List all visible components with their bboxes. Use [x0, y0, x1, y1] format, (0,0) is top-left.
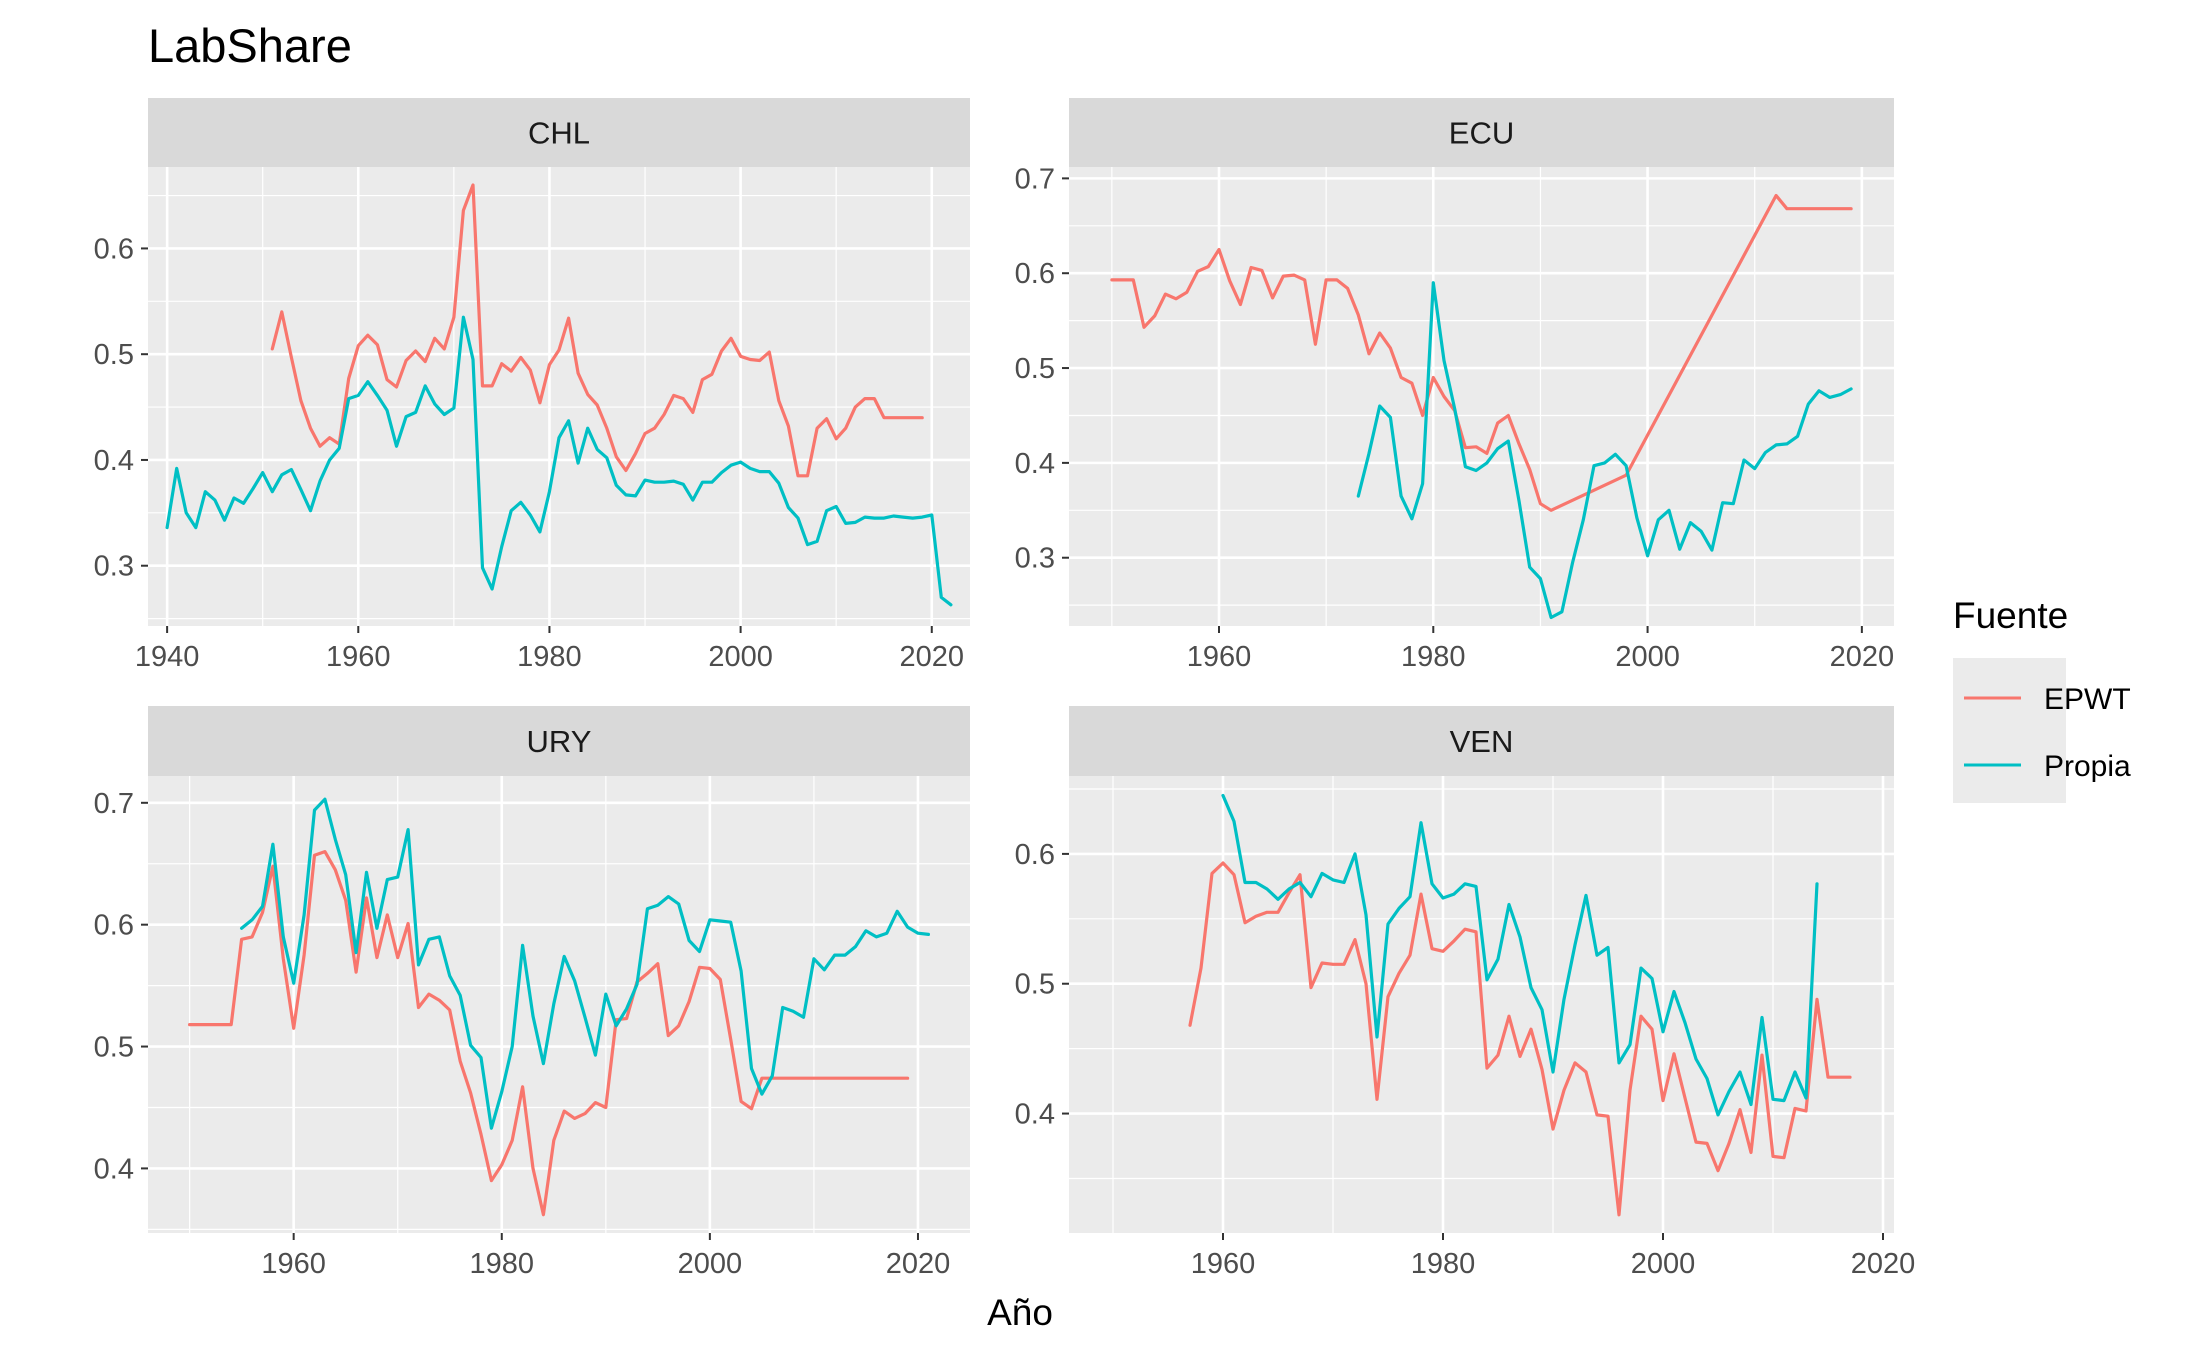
x-tick-label: 2020 [1851, 1248, 1916, 1280]
series-line-ven-epwt [1188, 861, 1852, 1217]
y-tick-label: 0.4 [94, 445, 134, 477]
y-tick-label: 0.7 [94, 788, 134, 820]
legend: Fuente EPWT Propia [1953, 595, 2131, 803]
y-tick-label: 0.4 [1015, 1099, 1055, 1131]
x-tick-label: 2020 [886, 1248, 951, 1280]
plot-background-ury [148, 776, 970, 1233]
series-line-ven-propia [1221, 793, 1819, 1117]
y-tick-label: 0.3 [1015, 543, 1055, 575]
plot-background-chl [148, 167, 970, 626]
x-tick-label: 2000 [708, 641, 773, 673]
legend-label-propia: Propia [2044, 750, 2131, 783]
x-tick-label: 2020 [1830, 641, 1895, 673]
strip-chl [148, 98, 970, 167]
x-tick-label: 1940 [135, 641, 200, 673]
y-tick-label: 0.7 [1015, 163, 1055, 195]
series-line-chl-epwt [270, 183, 924, 478]
strip-ven [1069, 706, 1894, 776]
strip-label-ury: URY [527, 724, 592, 759]
y-tick-label: 0.6 [94, 233, 134, 265]
x-tick-label: 2000 [1615, 641, 1680, 673]
panel-chl: CHL 1940 1960 1980 2000 2020 0.3 0.4 0.5 0.6 [94, 98, 970, 673]
x-tick-label: 1980 [517, 641, 582, 673]
strip-label-ven: VEN [1450, 724, 1514, 759]
y-tick-label: 0.6 [94, 910, 134, 942]
x-tick-label: 2000 [678, 1248, 743, 1280]
chart-title: LabShare [148, 19, 352, 72]
x-tick-label: 1980 [1401, 641, 1466, 673]
y-tick-label: 0.6 [1015, 258, 1055, 290]
series-line-ecu-epwt [1110, 193, 1853, 512]
x-tick-label: 2000 [1631, 1248, 1696, 1280]
x-tick-label: 1980 [470, 1248, 535, 1280]
y-tick-label: 0.5 [94, 1032, 134, 1064]
y-tick-label: 0.6 [1015, 839, 1055, 871]
panels: CHL 1940 1960 1980 2000 2020 0.3 0.4 0.5 0.6 ECU 19… [94, 98, 1916, 1280]
y-tick-label: 0.4 [94, 1153, 134, 1185]
strip-ecu [1069, 98, 1894, 167]
plot-background-ecu [1069, 167, 1894, 626]
panel-ven: VEN 1960 1980 2000 2020 0.4 0.5 0.6 [1015, 706, 1916, 1280]
y-tick-label: 0.5 [94, 339, 134, 371]
x-tick-label: 1980 [1411, 1248, 1476, 1280]
strip-ury [148, 706, 970, 776]
legend-key-background [1953, 658, 2066, 803]
series-line-chl-propia [165, 315, 953, 607]
y-tick-label: 0.5 [1015, 969, 1055, 1001]
legend-label-epwt: EPWT [2044, 683, 2131, 716]
x-tick-label: 1960 [261, 1248, 326, 1280]
legend-title: Fuente [1953, 595, 2068, 636]
strip-label-ecu: ECU [1449, 116, 1514, 151]
x-axis-title: Año [987, 1292, 1053, 1333]
x-tick-label: 2020 [900, 641, 965, 673]
strip-label-chl: CHL [528, 116, 590, 151]
x-tick-label: 1960 [326, 641, 391, 673]
series-line-ury-epwt [188, 849, 910, 1217]
series-line-ecu-propia [1356, 281, 1853, 620]
x-tick-label: 1960 [1191, 1248, 1256, 1280]
y-tick-label: 0.5 [1015, 353, 1055, 385]
y-tick-label: 0.3 [94, 551, 134, 583]
panel-ury: URY 1960 1980 2000 2020 0.4 0.5 0.6 0.7 [94, 706, 970, 1280]
series-line-ury-propia [240, 797, 931, 1130]
y-tick-label: 0.4 [1015, 448, 1055, 480]
x-tick-label: 1960 [1187, 641, 1252, 673]
panel-ecu: ECU 1960 1980 2000 2020 0.3 0.4 0.5 0.6 0.7 [1015, 98, 1894, 673]
